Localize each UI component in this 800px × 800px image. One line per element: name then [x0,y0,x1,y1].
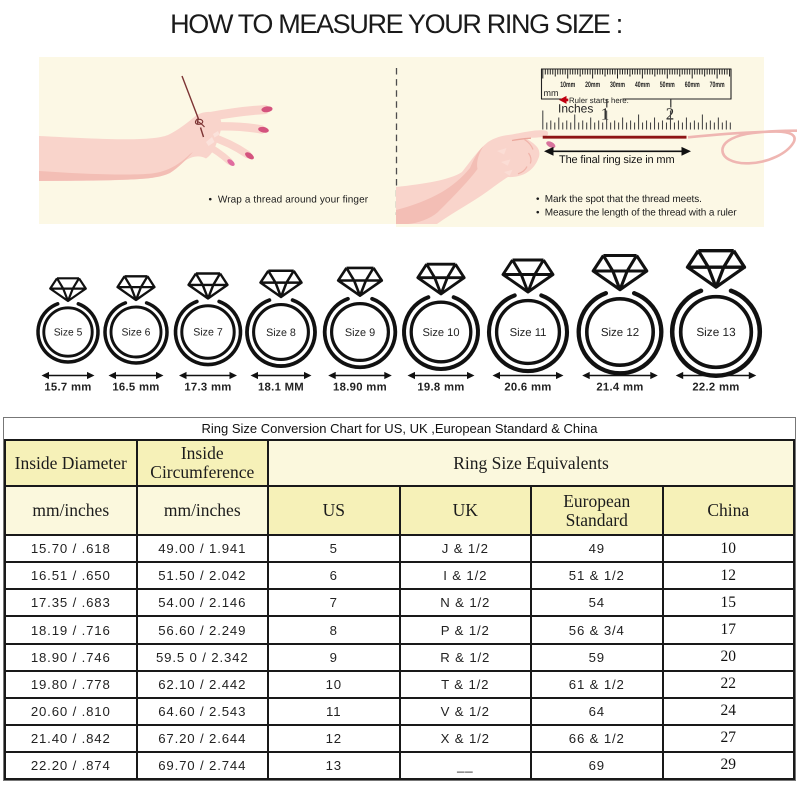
svg-text:18.1 MM: 18.1 MM [258,381,304,393]
svg-text:1: 1 [601,105,610,124]
svg-text:18.90 mm: 18.90 mm [333,381,387,393]
svg-text:Ruler starts here.: Ruler starts here. [569,96,629,105]
svg-text:16.5 mm: 16.5 mm [112,381,159,393]
svg-text:Size 6: Size 6 [122,328,151,339]
svg-text:21.4 mm: 21.4 mm [596,381,643,393]
svg-text:15.7 mm: 15.7 mm [44,381,91,393]
svg-text:Size 11: Size 11 [510,327,547,339]
svg-text:• Mark the spot that the thre: • Mark the spot that the thread meets. [536,194,702,205]
svg-text:19.8 mm: 19.8 mm [417,381,464,393]
svg-text:Size 12: Size 12 [601,327,639,339]
svg-text:40mm: 40mm [635,80,650,89]
svg-text:20mm: 20mm [585,80,600,89]
svg-text:Size 9: Size 9 [345,327,375,339]
svg-text:Size 10: Size 10 [422,327,459,339]
svg-text:• Measure the length of the t: • Measure the length of the thread with … [536,208,737,219]
svg-text:• Wrap a thread around your f: • Wrap a thread around your finger [209,194,369,205]
svg-text:22.2 mm: 22.2 mm [692,381,739,393]
svg-text:17.3 mm: 17.3 mm [184,381,231,393]
svg-text:Size 7: Size 7 [193,327,223,339]
svg-text:20.6 mm: 20.6 mm [504,381,551,393]
svg-text:Inches: Inches [558,102,593,116]
svg-text:The final ring size in mm: The final ring size in mm [559,154,674,166]
svg-text:Size 5: Size 5 [54,328,83,339]
svg-text:Size 8: Size 8 [266,327,296,339]
svg-text:50mm: 50mm [660,80,675,89]
svg-text:10mm: 10mm [560,80,575,89]
svg-text:70mm: 70mm [710,80,725,89]
svg-text:60mm: 60mm [685,80,700,89]
svg-text:30mm: 30mm [610,80,625,89]
svg-text:Size 13: Size 13 [696,325,736,339]
svg-text:mm: mm [544,88,559,98]
